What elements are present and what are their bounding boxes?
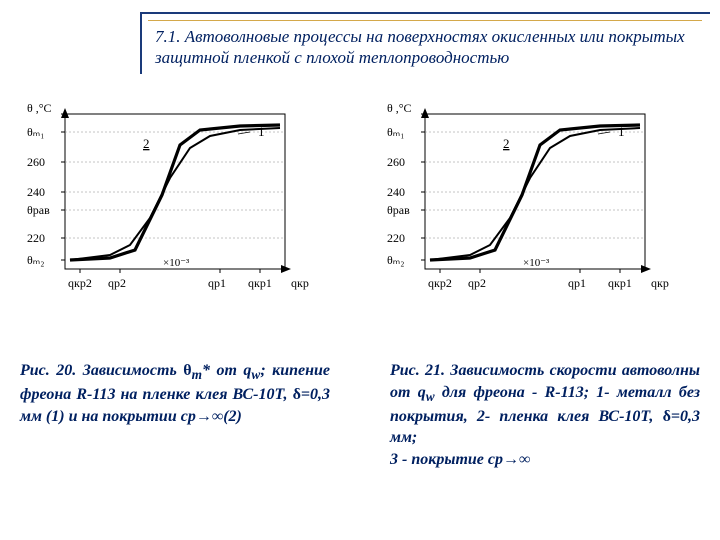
chart-svg-right: θ ,°Cθₘ₁260240θрав220θₘ₂qкр2qр2qр1qкр1×1…	[380, 100, 700, 330]
caption-right: Рис. 21. Зависимость скорости автоволны …	[390, 360, 700, 471]
svg-text:1: 1	[258, 124, 265, 139]
chart-svg-left: θ ,°Cθₘ₁260240θрав220θₘ₂qкр2qр2qр1qкр1×1…	[20, 100, 340, 330]
svg-text:qр2: qр2	[108, 276, 126, 290]
svg-text:1: 1	[618, 124, 625, 139]
svg-text:×10⁻³: ×10⁻³	[523, 257, 550, 269]
svg-text:×10⁻³: ×10⁻³	[163, 257, 190, 269]
chart-right: θ ,°Cθₘ₁260240θрав220θₘ₂qкр2qр2qр1qкр1×1…	[380, 100, 700, 330]
svg-text:260: 260	[387, 155, 405, 169]
svg-text:240: 240	[27, 185, 45, 199]
svg-text:220: 220	[387, 231, 405, 245]
chart-left: θ ,°Cθₘ₁260240θрав220θₘ₂qкр2qр2qр1qкр1×1…	[20, 100, 340, 330]
captions-row: Рис. 20. Зависимость θm* от qw; кипение …	[20, 360, 700, 471]
svg-text:θₘ₁: θₘ₁	[387, 125, 404, 139]
svg-text:θрав: θрав	[387, 203, 410, 217]
svg-text:qр1: qр1	[568, 276, 586, 290]
svg-text:θₘ₂: θₘ₂	[27, 253, 44, 267]
svg-text:qр2: qр2	[468, 276, 486, 290]
svg-text:qкр1: qкр1	[248, 276, 272, 290]
svg-text:qкр: qкр	[291, 276, 309, 290]
svg-text:θₘ₂: θₘ₂	[387, 253, 404, 267]
svg-text:260: 260	[27, 155, 45, 169]
charts-row: θ ,°Cθₘ₁260240θрав220θₘ₂qкр2qр2qр1qкр1×1…	[0, 100, 720, 335]
svg-text:qкр2: qкр2	[68, 276, 92, 290]
svg-text:240: 240	[387, 185, 405, 199]
header-subborder	[148, 20, 702, 22]
caption-left: Рис. 20. Зависимость θm* от qw; кипение …	[20, 360, 330, 471]
svg-text:θ ,°C: θ ,°C	[387, 101, 412, 115]
svg-text:qкр: qкр	[651, 276, 669, 290]
svg-text:qкр1: qкр1	[608, 276, 632, 290]
svg-text:220: 220	[27, 231, 45, 245]
caption-figno: Рис. 20. Зависимость	[20, 362, 183, 379]
svg-text:θₘ₁: θₘ₁	[27, 125, 44, 139]
svg-text:2: 2	[143, 136, 150, 151]
svg-text:qкр2: qкр2	[428, 276, 452, 290]
svg-text:qр1: qр1	[208, 276, 226, 290]
svg-text:2: 2	[503, 136, 510, 151]
section-title: 7.1. Автоволновые процессы на поверхност…	[155, 26, 710, 69]
svg-text:θ ,°C: θ ,°C	[27, 101, 52, 115]
svg-text:θрав: θрав	[27, 203, 50, 217]
